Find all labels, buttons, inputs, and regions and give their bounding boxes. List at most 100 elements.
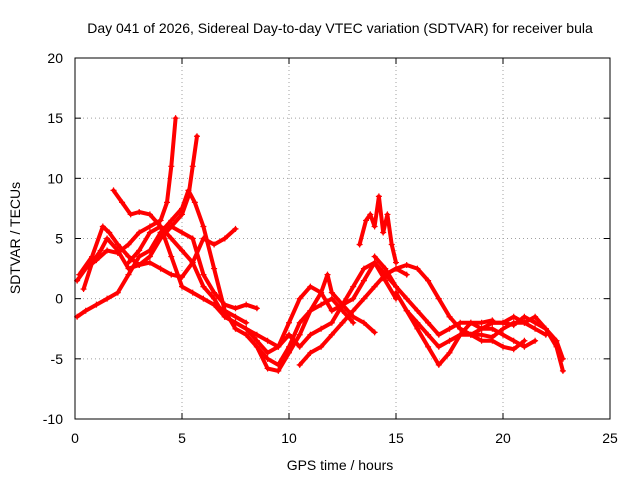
data-point-marker xyxy=(307,349,314,356)
data-point-marker xyxy=(457,331,464,338)
data-point-marker xyxy=(542,325,549,332)
data-point-marker xyxy=(157,223,164,230)
data-point-marker xyxy=(243,301,250,308)
data-point-marker xyxy=(104,295,111,302)
data-point-marker xyxy=(119,199,126,206)
data-point-marker xyxy=(80,286,87,293)
data-point-marker xyxy=(559,355,566,362)
data-point-marker xyxy=(388,241,395,248)
data-point-marker xyxy=(414,307,421,314)
data-point-marker xyxy=(168,235,175,242)
data-point-marker xyxy=(200,283,207,290)
data-point-marker xyxy=(125,259,132,266)
data-point-marker xyxy=(200,295,207,302)
series-line xyxy=(254,260,398,373)
data-point-marker xyxy=(275,367,282,374)
data-point-marker xyxy=(127,211,134,218)
series-line xyxy=(394,290,538,349)
data-point-marker xyxy=(136,253,143,260)
data-point-marker xyxy=(414,325,421,332)
data-point-marker xyxy=(211,241,218,248)
data-point-marker xyxy=(532,313,539,320)
data-point-marker xyxy=(382,271,389,278)
data-point-marker xyxy=(318,325,325,332)
data-point-marker xyxy=(328,289,335,296)
data-point-marker xyxy=(500,319,506,326)
data-point-marker xyxy=(307,283,314,290)
data-point-marker xyxy=(478,325,485,332)
data-point-marker xyxy=(168,253,175,260)
data-point-marker xyxy=(328,295,335,302)
data-point-marker xyxy=(510,346,517,353)
data-point-marker xyxy=(489,334,496,341)
tick-layer: 0 5 10 15 20 25 -10 -5 0 5 10 15 20 xyxy=(43,50,618,446)
data-point-marker xyxy=(136,229,143,236)
series-line xyxy=(126,224,291,349)
data-point-marker xyxy=(403,307,410,314)
data-point-marker xyxy=(356,241,363,248)
data-point-marker xyxy=(189,289,196,296)
data-point-marker xyxy=(403,271,410,278)
data-point-marker xyxy=(232,225,239,232)
series-line xyxy=(158,188,356,367)
data-point-marker xyxy=(425,343,432,350)
data-point-marker xyxy=(360,277,367,284)
data-point-marker xyxy=(478,337,485,344)
data-point-marker xyxy=(253,305,260,312)
data-point-marker xyxy=(191,199,198,206)
data-point-marker xyxy=(425,331,432,338)
data-point-marker xyxy=(559,367,566,374)
data-point-marker xyxy=(157,229,164,236)
data-point-marker xyxy=(500,331,506,338)
data-point-marker xyxy=(179,205,185,212)
data-point-marker xyxy=(367,211,374,218)
y-tick-label: -10 xyxy=(43,411,63,427)
series-line xyxy=(81,134,199,291)
data-point-marker xyxy=(168,217,175,224)
data-point-marker xyxy=(500,343,506,350)
data-point-marker xyxy=(275,343,282,350)
data-point-marker xyxy=(489,325,496,332)
data-point-marker xyxy=(360,295,367,302)
data-point-marker xyxy=(168,271,175,278)
data-point-marker xyxy=(200,223,207,230)
data-point-marker xyxy=(339,301,346,308)
data-point-marker xyxy=(446,325,453,332)
data-point-marker xyxy=(172,115,179,122)
data-point-marker xyxy=(221,235,228,242)
y-tick-label: 10 xyxy=(47,170,63,186)
y-tick-label: 5 xyxy=(55,231,63,247)
data-point-marker xyxy=(253,337,260,344)
data-point-marker xyxy=(286,349,292,356)
data-point-marker xyxy=(136,209,143,216)
data-point-marker xyxy=(200,271,207,278)
data-point-marker xyxy=(521,343,528,350)
data-point-marker xyxy=(393,283,399,290)
data-point-marker xyxy=(393,259,399,266)
x-tick-label: 15 xyxy=(388,430,404,446)
data-point-marker xyxy=(371,253,378,260)
data-point-marker xyxy=(125,241,132,248)
data-point-marker xyxy=(318,301,325,308)
data-point-marker xyxy=(532,337,539,344)
data-point-marker xyxy=(232,305,239,312)
data-point-marker xyxy=(146,253,153,260)
data-point-marker xyxy=(307,331,314,338)
data-point-marker xyxy=(110,187,117,194)
data-point-marker xyxy=(146,259,153,266)
data-point-marker xyxy=(157,217,164,224)
data-point-marker xyxy=(168,163,175,170)
data-point-marker xyxy=(371,223,378,230)
data-point-marker xyxy=(221,313,228,320)
chart-title: Day 041 of 2026, Sidereal Day-to-day VTE… xyxy=(87,20,593,36)
data-point-marker xyxy=(350,319,357,326)
data-point-marker xyxy=(318,343,325,350)
data-point-marker xyxy=(296,319,303,326)
data-point-marker xyxy=(93,301,100,308)
data-point-marker xyxy=(146,247,153,254)
data-point-marker xyxy=(393,289,399,296)
data-point-marker xyxy=(435,331,442,338)
data-point-marker xyxy=(104,235,111,242)
data-point-marker xyxy=(324,271,331,278)
